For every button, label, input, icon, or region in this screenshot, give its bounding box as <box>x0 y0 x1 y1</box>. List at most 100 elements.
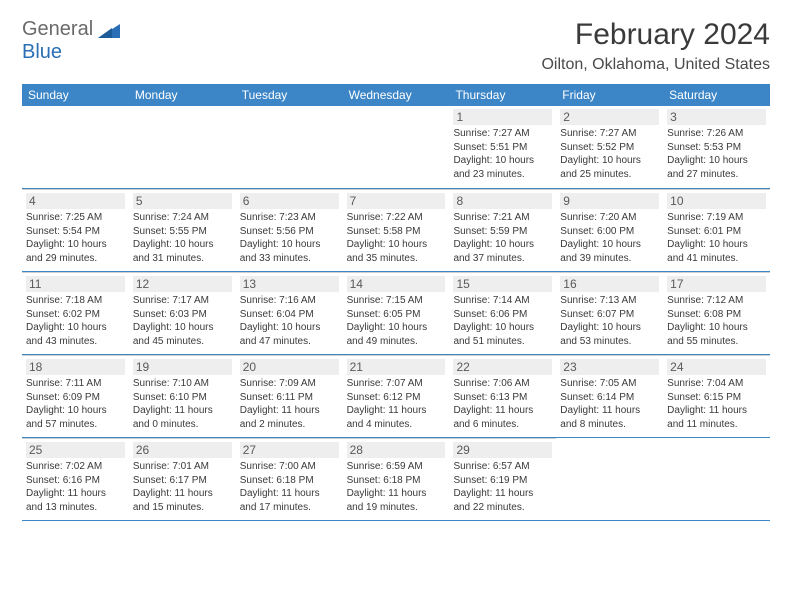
day-cell: 16Sunrise: 7:13 AMSunset: 6:07 PMDayligh… <box>556 272 663 354</box>
title-block: February 2024 Oilton, Oklahoma, United S… <box>541 18 770 74</box>
sunset-text: Sunset: 6:08 PM <box>667 308 766 322</box>
sunrise-text: Sunrise: 7:09 AM <box>240 377 339 391</box>
day-cell: 6Sunrise: 7:23 AMSunset: 5:56 PMDaylight… <box>236 189 343 271</box>
day-number: 7 <box>347 193 446 209</box>
day-cell: 24Sunrise: 7:04 AMSunset: 6:15 PMDayligh… <box>663 355 770 437</box>
sunset-text: Sunset: 6:09 PM <box>26 391 125 405</box>
sunrise-text: Sunrise: 7:21 AM <box>453 211 552 225</box>
weeks-container: 1 Sunrise: 7:27 AMSunset: 5:51 PM Daylight… <box>22 106 770 521</box>
daylight-text: and 22 minutes. <box>453 501 552 515</box>
sunset-text: Sunset: 5:51 PM <box>453 141 552 155</box>
day-number: 13 <box>240 276 339 292</box>
sunset-text: Sunset: 6:15 PM <box>667 391 766 405</box>
day-cell: 26Sunrise: 7:01 AMSunset: 6:17 PMDayligh… <box>129 438 236 520</box>
sunrise-text: Sunrise: 7:24 AM <box>133 211 232 225</box>
daylight-text: Daylight: 10 hours <box>560 238 659 252</box>
sunrise-text: Sunrise: 7:11 AM <box>26 377 125 391</box>
day-number: 25 <box>26 442 125 458</box>
sunrise-text: Sunrise: 7:27 AM <box>453 127 552 141</box>
daylight-text: Daylight: 11 hours <box>453 487 552 501</box>
daylight-text: Daylight: 11 hours <box>133 404 232 418</box>
daylight-text: and 11 minutes. <box>667 418 766 432</box>
day-number: 27 <box>240 442 339 458</box>
day-number: 24 <box>667 359 766 375</box>
sunset-text: Sunset: 6:04 PM <box>240 308 339 322</box>
sunrise-text: Sunrise: 6:57 AM <box>453 460 552 474</box>
day-number: 3 <box>667 109 766 125</box>
sunset-text: Sunset: 6:19 PM <box>453 474 552 488</box>
day-number: 9 <box>560 193 659 209</box>
daylight-text: and 57 minutes. <box>26 418 125 432</box>
day-cell <box>22 106 129 188</box>
day-cell: 19Sunrise: 7:10 AMSunset: 6:10 PMDayligh… <box>129 355 236 437</box>
daylight-text: and 25 minutes. <box>560 168 659 182</box>
sunrise-text: Sunrise: 7:13 AM <box>560 294 659 308</box>
sunrise-text: Sunrise: 7:14 AM <box>453 294 552 308</box>
daylight-text: Daylight: 10 hours <box>560 154 659 168</box>
daylight-text: and 31 minutes. <box>133 252 232 266</box>
day-cell: 27Sunrise: 7:00 AMSunset: 6:18 PMDayligh… <box>236 438 343 520</box>
week-row: 1 Sunrise: 7:27 AMSunset: 5:51 PM Daylight… <box>22 106 770 189</box>
sunset-text: Sunset: 6:18 PM <box>347 474 446 488</box>
daylight-text: and 4 minutes. <box>347 418 446 432</box>
day-number: 23 <box>560 359 659 375</box>
daylight-text: Daylight: 10 hours <box>240 238 339 252</box>
sunset-text: Sunset: 6:13 PM <box>453 391 552 405</box>
day-number: 26 <box>133 442 232 458</box>
week-row: 11Sunrise: 7:18 AMSunset: 6:02 PMDayligh… <box>22 272 770 355</box>
sunrise-text: Sunrise: 7:20 AM <box>560 211 659 225</box>
sunset-text: Sunset: 6:18 PM <box>240 474 339 488</box>
sunset-text: Sunset: 6:06 PM <box>453 308 552 322</box>
sunrise-text: Sunrise: 7:04 AM <box>667 377 766 391</box>
daylight-text: and 51 minutes. <box>453 335 552 349</box>
day-cell: 4Sunrise: 7:25 AMSunset: 5:54 PMDaylight… <box>22 189 129 271</box>
logo-text-blue: Blue <box>22 41 62 63</box>
daylight-text: Daylight: 10 hours <box>133 238 232 252</box>
daylight-text: Daylight: 10 hours <box>26 321 125 335</box>
day-number: 22 <box>453 359 552 375</box>
sunset-text: Sunset: 6:14 PM <box>560 391 659 405</box>
daylight-text: and 47 minutes. <box>240 335 339 349</box>
weekday-header: Tuesday <box>236 84 343 106</box>
sunset-text: Sunset: 6:01 PM <box>667 225 766 239</box>
daylight-text: and 8 minutes. <box>560 418 659 432</box>
sunrise-text: Sunrise: 6:59 AM <box>347 460 446 474</box>
day-number: 12 <box>133 276 232 292</box>
week-row: 25Sunrise: 7:02 AMSunset: 6:16 PMDayligh… <box>22 438 770 521</box>
day-cell: 9Sunrise: 7:20 AMSunset: 6:00 PMDaylight… <box>556 189 663 271</box>
day-cell: 8Sunrise: 7:21 AMSunset: 5:59 PMDaylight… <box>449 189 556 271</box>
page-header: General Blue February 2024 Oilton, Oklah… <box>22 18 770 74</box>
day-number: 15 <box>453 276 552 292</box>
sunset-text: Sunset: 5:54 PM <box>26 225 125 239</box>
daylight-text: and 33 minutes. <box>240 252 339 266</box>
sunset-text: Sunset: 6:11 PM <box>240 391 339 405</box>
day-number: 14 <box>347 276 446 292</box>
daylight-text: Daylight: 10 hours <box>667 154 766 168</box>
daylight-text: Daylight: 10 hours <box>560 321 659 335</box>
sunset-text: Sunset: 5:56 PM <box>240 225 339 239</box>
day-cell: 2Sunrise: 7:27 AMSunset: 5:52 PMDaylight… <box>556 106 663 188</box>
daylight-text: and 35 minutes. <box>347 252 446 266</box>
calendar-grid: Sunday Monday Tuesday Wednesday Thursday… <box>22 84 770 521</box>
daylight-text: and 27 minutes. <box>667 168 766 182</box>
logo-triangle-icon <box>98 22 120 38</box>
day-cell: 10Sunrise: 7:19 AMSunset: 6:01 PMDayligh… <box>663 189 770 271</box>
day-number: 1 <box>453 109 552 125</box>
daylight-text: Daylight: 11 hours <box>240 487 339 501</box>
daylight-text: and 49 minutes. <box>347 335 446 349</box>
day-cell: 21Sunrise: 7:07 AMSunset: 6:12 PMDayligh… <box>343 355 450 437</box>
day-number: 4 <box>26 193 125 209</box>
weekday-header: Saturday <box>663 84 770 106</box>
daylight-text: and 15 minutes. <box>133 501 232 515</box>
day-cell: 5Sunrise: 7:24 AMSunset: 5:55 PMDaylight… <box>129 189 236 271</box>
sunrise-text: Sunrise: 7:23 AM <box>240 211 339 225</box>
daylight-text: Daylight: 10 hours <box>347 321 446 335</box>
day-number: 16 <box>560 276 659 292</box>
daylight-text: and 23 minutes. <box>453 168 552 182</box>
weekday-header: Thursday <box>449 84 556 106</box>
location-subtitle: Oilton, Oklahoma, United States <box>541 56 770 74</box>
day-cell: 25Sunrise: 7:02 AMSunset: 6:16 PMDayligh… <box>22 438 129 520</box>
day-cell: 7Sunrise: 7:22 AMSunset: 5:58 PMDaylight… <box>343 189 450 271</box>
sunrise-text: Sunrise: 7:16 AM <box>240 294 339 308</box>
sunrise-text: Sunrise: 7:19 AM <box>667 211 766 225</box>
